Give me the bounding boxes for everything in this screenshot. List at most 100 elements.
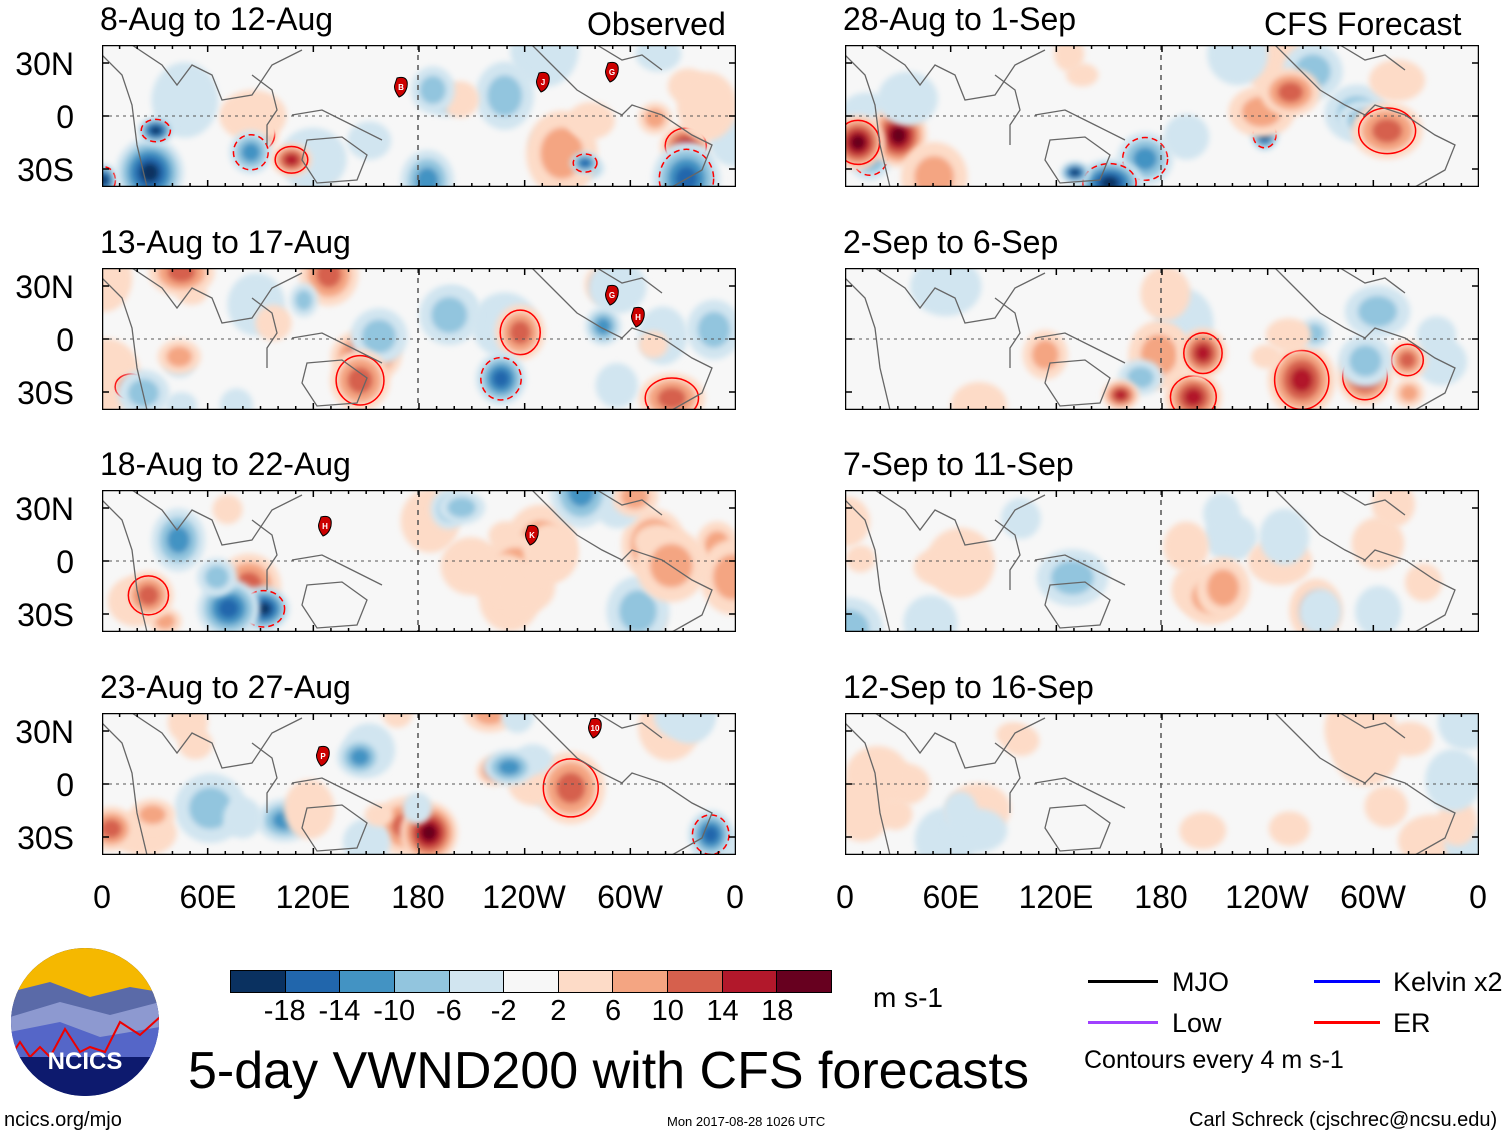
er-contour [499,309,541,356]
colorbar-units: m s-1 [873,982,943,1013]
negative-anomaly [910,268,982,317]
tropical-cyclone-icon: P [316,745,330,767]
svg-text:NCICS: NCICS [48,1048,123,1075]
storm-label: 10 [591,724,600,733]
longitude-tick-label: 0 [836,879,854,915]
panel-title: 13-Aug to 17-Aug [100,224,351,260]
er-contour [1357,107,1417,155]
negative-anomaly [1425,749,1479,812]
negative-anomaly [289,283,319,318]
legend-label-kelvin: Kelvin x2 [1393,967,1503,997]
colorbar-swatch [558,971,614,992]
positive-anomaly [536,751,606,825]
negative-anomaly [1355,585,1402,632]
longitude-tick-label: 120E [275,879,351,915]
legend-label-er: ER [1393,1008,1431,1038]
positive-anomaly [219,90,287,142]
colorbar-tick-label: 14 [706,995,739,1027]
negative-anomaly [1000,497,1041,539]
panel-title: 28-Aug to 1-Sep [843,1,1077,37]
negative-anomaly [219,388,254,410]
latitude-tick-label: 30S [17,597,74,633]
negative-anomaly [475,352,527,406]
tropical-cyclone-icon: B [394,76,408,98]
positive-anomaly [129,798,175,831]
positive-anomaly [1369,59,1426,102]
tropical-cyclone-icon: 10 [588,717,602,739]
positive-anomaly [1351,517,1405,570]
positive-anomaly [901,142,968,187]
colorbar [230,970,832,993]
latitude-tick-label: 0 [56,544,74,580]
negative-anomaly [117,369,170,410]
latitude-tick-label: 30S [17,375,74,411]
positive-anomaly [123,570,174,620]
negative-anomaly [223,797,262,839]
colorbar-swatch [231,971,286,992]
positive-anomaly [845,780,891,842]
tropical-cyclone-icon: K [525,524,539,546]
colorbar-tick-label: -18 [263,995,306,1027]
negative-anomaly [402,792,432,824]
tropical-cyclone-icon: J [536,71,550,93]
positive-anomaly [271,143,312,177]
longitude-tick-label: 60E [922,879,980,915]
positive-anomaly [1053,45,1085,72]
contour-interval-note: Contours every 4 m s-1 [1084,1046,1344,1074]
negative-anomaly [943,791,978,831]
negative-anomaly [550,490,613,528]
positive-anomaly [1102,379,1140,410]
map-panel [845,490,1479,632]
negative-anomaly [635,45,682,72]
author-credit: Carl Schreck (cjschrec@ncsu.edu) [1189,1109,1498,1131]
positive-anomaly [178,728,213,760]
negative-anomaly [652,141,721,187]
positive-anomaly [1196,557,1251,619]
longitude-tick-label: 180 [391,879,445,915]
latitude-tick-label: 0 [56,99,74,135]
negative-anomaly [1060,161,1090,184]
negative-anomaly [229,130,273,175]
er-contour [480,356,522,401]
positive-anomaly [1387,340,1428,380]
panel-title: 23-Aug to 27-Aug [100,669,351,705]
legend-label-low: Low [1172,1008,1222,1038]
positive-anomaly [878,797,913,830]
negative-anomaly [137,116,175,145]
longitude-tick-label: 0 [726,879,744,915]
er-contour [274,145,309,174]
positive-anomaly [699,539,736,615]
colorbar-tick-label: -2 [490,995,517,1027]
negative-anomaly [570,151,600,175]
negative-anomaly [1163,114,1210,160]
longitude-tick-label: 0 [93,879,111,915]
positive-anomaly [495,304,546,361]
kelvin-line-swatch [1314,980,1380,983]
negative-anomaly [501,713,534,733]
coastlines [102,45,713,187]
colorbar-swatch [668,971,723,992]
panel-title: 8-Aug to 12-Aug [100,1,334,37]
er-contour [1121,136,1169,182]
positive-anomaly [1163,521,1209,572]
latitude-tick-label: 30S [17,152,74,188]
latitude-tick-label: 0 [56,767,74,803]
coastlines [102,490,713,632]
latitude-tick-label: 30N [15,46,74,82]
contour-legend: MJO Kelvin x2 Low ER [1088,967,1508,1047]
coastlines [845,268,1456,410]
longitude-tick-label: 120E [1018,879,1094,915]
figure-title: 5-day VWND200 with CFS forecasts [188,1042,1029,1100]
negative-anomaly [1298,588,1342,632]
map-panel [845,713,1479,855]
positive-anomaly [1404,563,1443,602]
latitude-tick-label: 30S [17,820,74,856]
coastlines [845,490,1456,632]
er-contour [572,153,598,173]
site-link[interactable]: ncics.org/mjo [4,1109,122,1131]
negative-anomaly [1416,316,1457,354]
map-panel: P 10 [102,713,736,855]
positive-anomaly [212,494,243,525]
colorbar-swatch [449,971,505,992]
